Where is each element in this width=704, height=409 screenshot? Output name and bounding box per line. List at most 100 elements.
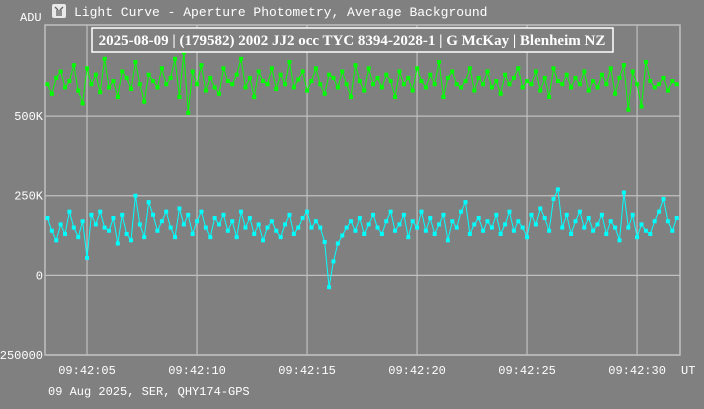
- data-point-comparison: [98, 90, 103, 95]
- data-point-comparison: [454, 82, 459, 87]
- data-point-target: [190, 231, 195, 236]
- app-icon: [52, 4, 66, 18]
- data-point-target: [432, 231, 437, 236]
- data-point-target: [49, 228, 54, 233]
- data-point-comparison: [375, 75, 380, 80]
- data-point-target: [388, 209, 393, 214]
- data-point-target: [617, 238, 622, 243]
- data-point-comparison: [89, 82, 94, 87]
- data-point-target: [89, 212, 94, 217]
- series-comparison: [45, 50, 679, 115]
- data-point-comparison: [318, 82, 323, 87]
- data-point-comparison: [388, 79, 393, 84]
- data-point-target: [485, 219, 490, 224]
- data-point-comparison: [652, 85, 657, 90]
- data-point-comparison: [445, 75, 450, 80]
- data-point-comparison: [173, 56, 178, 61]
- data-point-target: [186, 212, 191, 217]
- data-point-target: [366, 222, 371, 227]
- data-point-target: [639, 222, 644, 227]
- data-point-comparison: [379, 85, 384, 90]
- y-tick-label: 500K: [14, 110, 44, 124]
- data-point-comparison: [234, 72, 239, 77]
- data-point-comparison: [58, 69, 63, 74]
- data-point-target: [76, 235, 81, 240]
- data-point-target: [63, 231, 68, 236]
- series-target: [45, 187, 679, 290]
- data-point-comparison: [186, 110, 191, 115]
- data-point-target: [261, 238, 266, 243]
- data-point-comparison: [230, 82, 235, 87]
- data-point-comparison: [146, 72, 151, 77]
- data-point-target: [274, 228, 279, 233]
- data-point-comparison: [111, 79, 116, 84]
- data-point-target: [291, 231, 296, 236]
- data-point-target: [551, 196, 556, 201]
- data-point-target: [362, 231, 367, 236]
- data-point-comparison: [560, 82, 565, 87]
- data-point-target: [124, 231, 129, 236]
- data-point-comparison: [366, 66, 371, 71]
- data-point-comparison: [142, 99, 147, 104]
- data-point-comparison: [168, 75, 173, 80]
- data-point-comparison: [516, 66, 521, 71]
- data-point-target: [494, 212, 499, 217]
- data-point-target: [208, 235, 213, 240]
- data-point-target: [595, 222, 600, 227]
- data-point-comparison: [344, 82, 349, 87]
- data-point-target: [674, 216, 679, 221]
- data-point-comparison: [472, 88, 477, 93]
- data-point-target: [318, 225, 323, 230]
- footer-info: 09 Aug 2025, SER, QHY174-GPS: [48, 385, 250, 399]
- data-point-target: [613, 225, 618, 230]
- data-point-target: [547, 228, 552, 233]
- data-point-target: [335, 241, 340, 246]
- data-point-target: [520, 225, 525, 230]
- data-point-target: [573, 219, 578, 224]
- data-point-comparison: [155, 85, 160, 90]
- data-point-target: [498, 231, 503, 236]
- data-point-comparison: [129, 87, 134, 92]
- data-point-comparison: [503, 72, 508, 77]
- data-point-comparison: [102, 56, 107, 61]
- data-point-target: [247, 216, 252, 221]
- data-point-target: [217, 222, 222, 227]
- data-point-comparison: [485, 69, 490, 74]
- data-point-target: [472, 222, 477, 227]
- data-point-comparison: [542, 75, 547, 80]
- data-point-comparison: [410, 88, 415, 93]
- data-point-comparison: [71, 63, 76, 68]
- data-point-comparison: [309, 79, 314, 84]
- data-point-comparison: [564, 72, 569, 77]
- data-point-comparison: [67, 79, 72, 84]
- data-point-target: [159, 219, 164, 224]
- data-point-target: [181, 222, 186, 227]
- data-point-comparison: [296, 77, 301, 82]
- data-point-target: [621, 190, 626, 195]
- data-point-target: [93, 222, 98, 227]
- window-title: Light Curve - Aperture Photometry, Avera…: [74, 5, 487, 20]
- data-point-target: [375, 225, 380, 230]
- data-point-comparison: [626, 107, 631, 112]
- data-point-comparison: [221, 66, 226, 71]
- data-point-target: [450, 219, 455, 224]
- data-point-target: [538, 206, 543, 211]
- data-point-comparison: [305, 88, 310, 93]
- data-point-comparison: [657, 82, 662, 87]
- data-point-target: [569, 231, 574, 236]
- data-point-comparison: [397, 69, 402, 74]
- data-point-comparison: [274, 87, 279, 92]
- data-point-target: [278, 235, 283, 240]
- data-point-target: [467, 231, 472, 236]
- data-point-target: [652, 219, 657, 224]
- data-point-comparison: [335, 85, 340, 90]
- data-point-comparison: [525, 79, 530, 84]
- data-point-target: [507, 209, 512, 214]
- data-point-target: [481, 228, 486, 233]
- data-point-target: [243, 225, 248, 230]
- data-point-target: [340, 233, 345, 238]
- data-point-target: [199, 209, 204, 214]
- data-point-comparison: [265, 82, 270, 87]
- data-point-comparison: [630, 69, 635, 74]
- data-point-comparison: [80, 101, 85, 106]
